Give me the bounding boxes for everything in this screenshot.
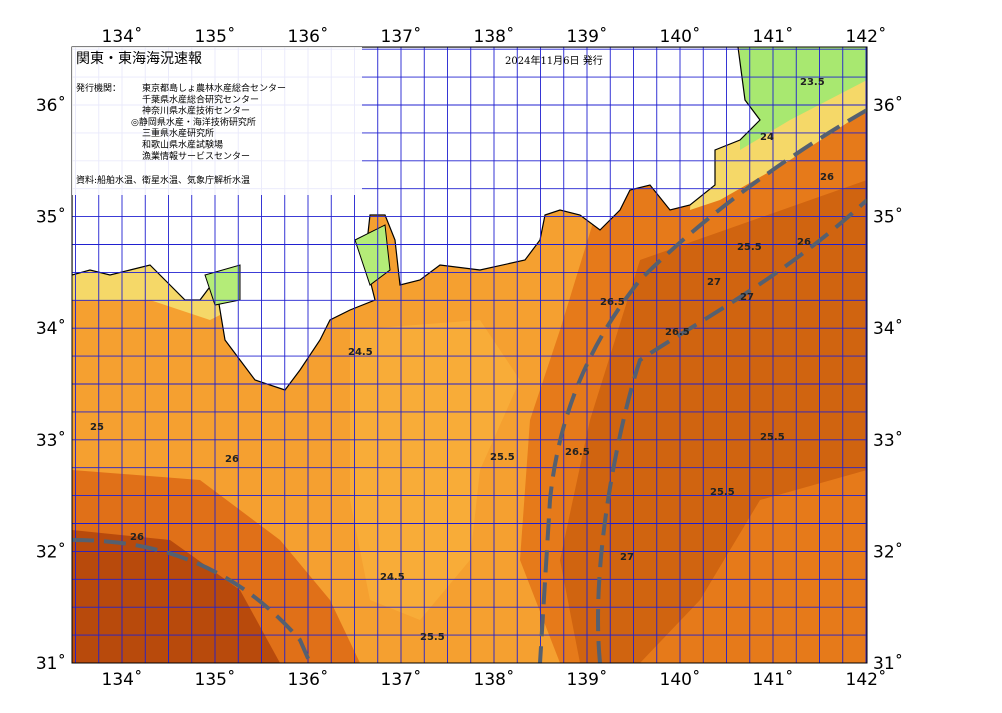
issuer: 三重県水産研究所 [142, 127, 214, 139]
contour-label: 26 [225, 454, 239, 465]
lon-label: 136˚ [288, 26, 329, 47]
contour-label: 25.5 [760, 432, 785, 443]
contour-labels: 24.5 25 25.5 26 26.5 27 25.5 26 24.5 25.5 26.5 27 26… [90, 77, 834, 643]
lat-label: 32˚ [36, 541, 66, 562]
warm-water [72, 530, 280, 663]
issue-date: 2024年11月6日 発行 [505, 54, 603, 67]
lon-label: 137˚ [381, 669, 422, 690]
contour-label: 24.5 [348, 347, 373, 358]
contour-label: 27 [620, 552, 634, 563]
contour-label: 27 [707, 277, 721, 288]
lon-label: 140˚ [660, 26, 701, 47]
lon-label: 138˚ [474, 26, 515, 47]
issuer: 千葉県水産総合研究センター [142, 93, 259, 105]
contour-label: 25.5 [420, 632, 445, 643]
contour-label: 25.5 [710, 487, 735, 498]
issuer: 東京都島しょ農林水産総合センター [142, 82, 286, 94]
contour-label: 25.5 [737, 242, 762, 253]
lat-label: 33˚ [873, 430, 903, 451]
lat-label: 35˚ [873, 207, 903, 228]
contour-label: 26.5 [600, 297, 625, 308]
lat-label: 34˚ [873, 318, 903, 339]
frame [71, 46, 868, 664]
lat-label: 34˚ [36, 318, 66, 339]
issuer: 漁業情報サービスセンター [142, 150, 250, 162]
lon-label: 142˚ [846, 26, 887, 47]
contour-label: 26.5 [665, 327, 690, 338]
coastal-water [740, 47, 867, 150]
axis-labels: 134˚ 134˚ 135˚ 135˚ 136˚ 136˚ 137˚ 137˚ 138˚ 138˚… [36, 26, 903, 690]
lon-label: 140˚ [660, 669, 701, 690]
contour-label: 23.5 [800, 77, 825, 88]
contour-label: 24 [760, 132, 774, 143]
lat-label: 31˚ [873, 653, 903, 674]
lon-label: 139˚ [567, 669, 608, 690]
title: 関東・東海海況速報 [76, 51, 202, 67]
lat-label: 32˚ [873, 541, 903, 562]
lon-label: 141˚ [753, 669, 794, 690]
source: 資料:船舶水温、衛星水温、気象庁解析水温 [76, 174, 250, 186]
lon-label: 135˚ [195, 669, 236, 690]
issuer-list: 東京都島しょ農林水産総合センター千葉県水産総合研究センター神奈川県水産技術センタ… [131, 82, 286, 162]
map-body: 24.5 25 25.5 26 26.5 27 25.5 26 24.5 25.5 26.5 27 26… [72, 47, 867, 663]
contour-label: 24.5 [380, 572, 405, 583]
issuer: 神奈川県水産技術センター [142, 105, 250, 117]
cool-water [350, 320, 520, 620]
lon-label: 142˚ [846, 669, 887, 690]
contour-label: 25 [90, 422, 104, 433]
grid [72, 47, 867, 663]
warm-water [560, 180, 867, 663]
lon-label: 138˚ [474, 669, 515, 690]
contour-label: 26 [820, 172, 834, 183]
issuer: ◎静岡県水産・海洋技術研究所 [131, 116, 256, 128]
lon-label: 136˚ [288, 669, 329, 690]
lon-label: 135˚ [195, 26, 236, 47]
lat-label: 35˚ [36, 207, 66, 228]
lon-label: 141˚ [753, 26, 794, 47]
legend-box [72, 47, 362, 195]
issuer: 和歌山県水産試験場 [142, 139, 223, 151]
lat-label: 33˚ [36, 430, 66, 451]
lat-label: 31˚ [36, 653, 66, 674]
lat-label: 36˚ [873, 95, 903, 116]
lon-label: 134˚ [102, 26, 143, 47]
contour-label: 26.5 [565, 447, 590, 458]
current-axis [72, 108, 867, 663]
lon-label: 137˚ [381, 26, 422, 47]
contour-label: 27 [740, 292, 754, 303]
issuer-label: 発行機関： [76, 82, 121, 94]
lon-label: 134˚ [102, 669, 143, 690]
contour-label: 25.5 [490, 452, 515, 463]
lat-label: 36˚ [36, 95, 66, 116]
contour-label: 26 [797, 237, 811, 248]
contour-label: 26 [130, 532, 144, 543]
lon-label: 139˚ [567, 26, 608, 47]
